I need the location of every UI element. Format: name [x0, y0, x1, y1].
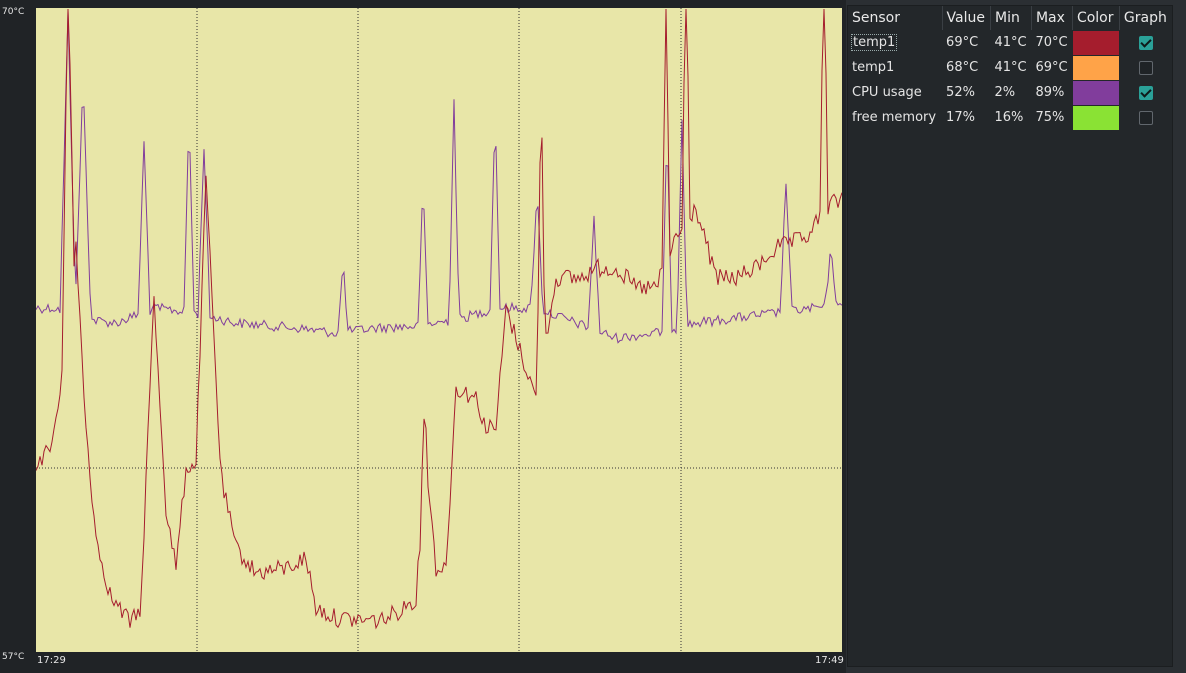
sensor-value: 17%: [946, 110, 975, 125]
sensor-table-pane: Sensor Value Min Max Color Graph temp1 6…: [847, 5, 1173, 667]
sensor-color-cell[interactable]: [1072, 105, 1119, 130]
graph-checkbox[interactable]: [1138, 35, 1153, 50]
graph-canvas: [36, 8, 842, 652]
header-min[interactable]: Min: [990, 6, 1032, 30]
sensor-color-cell[interactable]: [1072, 30, 1119, 55]
sensor-min: 41°C: [994, 60, 1027, 75]
sensor-name: CPU usage: [852, 85, 922, 100]
sensor-graph: [36, 8, 842, 652]
sensor-max: 69°C: [1035, 60, 1068, 75]
table-row[interactable]: free memory 17% 16% 75%: [848, 105, 1172, 130]
sensor-min: 41°C: [994, 35, 1027, 50]
color-swatch[interactable]: [1072, 30, 1119, 55]
graph-checkbox[interactable]: [1138, 110, 1153, 125]
sensor-name-cell: free memory: [848, 105, 942, 130]
table-row[interactable]: temp1 69°C 41°C 70°C: [848, 30, 1172, 55]
y-axis-min-label: 57°C: [2, 652, 25, 662]
sensor-color-cell[interactable]: [1072, 80, 1119, 105]
x-axis-start-label: 17:29: [37, 655, 66, 666]
header-graph[interactable]: Graph: [1123, 10, 1167, 26]
sensor-name-cell: CPU usage: [848, 80, 942, 105]
sensor-value: 69°C: [946, 35, 979, 50]
cpu-usage-line: [36, 11, 842, 344]
graph-grid: [36, 8, 842, 652]
table-row[interactable]: CPU usage 52% 2% 89%: [848, 80, 1172, 105]
graph-toggle-cell: [1119, 55, 1172, 80]
header-max[interactable]: Max: [1031, 6, 1073, 30]
sensor-max: 89%: [1035, 85, 1065, 100]
sensor-name-cell: temp1: [848, 55, 942, 80]
header-color[interactable]: Color: [1072, 6, 1120, 30]
sensor-min: 2%: [994, 85, 1016, 100]
graph-toggle-cell: [1119, 80, 1172, 105]
graph-toggle-cell: [1119, 105, 1172, 130]
sensor-name: free memory: [852, 110, 937, 125]
sensor-min: 16%: [994, 110, 1024, 125]
graph-pane: 70°C 57°C 17:29 17:49: [0, 0, 846, 673]
table-row[interactable]: temp1 68°C 41°C 69°C: [848, 55, 1172, 80]
x-axis-end-label: 17:49: [815, 655, 844, 666]
sensor-color-cell[interactable]: [1072, 55, 1119, 80]
sensor-max: 70°C: [1035, 35, 1068, 50]
color-swatch[interactable]: [1072, 55, 1119, 80]
sensor-table: Sensor Value Min Max Color Graph temp1 6…: [848, 6, 1172, 130]
table-header-row: Sensor Value Min Max Color Graph: [848, 6, 1172, 30]
y-axis-max-label: 70°C: [2, 7, 25, 17]
header-value[interactable]: Value: [942, 6, 992, 30]
graph-toggle-cell: [1119, 30, 1172, 55]
graph-checkbox[interactable]: [1138, 85, 1153, 100]
graph-checkbox[interactable]: [1138, 60, 1153, 75]
sensor-value: 68°C: [946, 60, 979, 75]
color-swatch[interactable]: [1072, 80, 1119, 105]
sensor-value: 52%: [946, 85, 975, 100]
header-sensor[interactable]: Sensor: [848, 6, 943, 30]
sensor-name: temp1: [850, 34, 898, 51]
sensor-name: temp1: [852, 60, 895, 75]
color-swatch[interactable]: [1072, 105, 1119, 130]
temp1-line: [36, 8, 842, 630]
sensor-max: 75%: [1035, 110, 1065, 125]
sensor-name-cell: temp1: [848, 30, 942, 55]
